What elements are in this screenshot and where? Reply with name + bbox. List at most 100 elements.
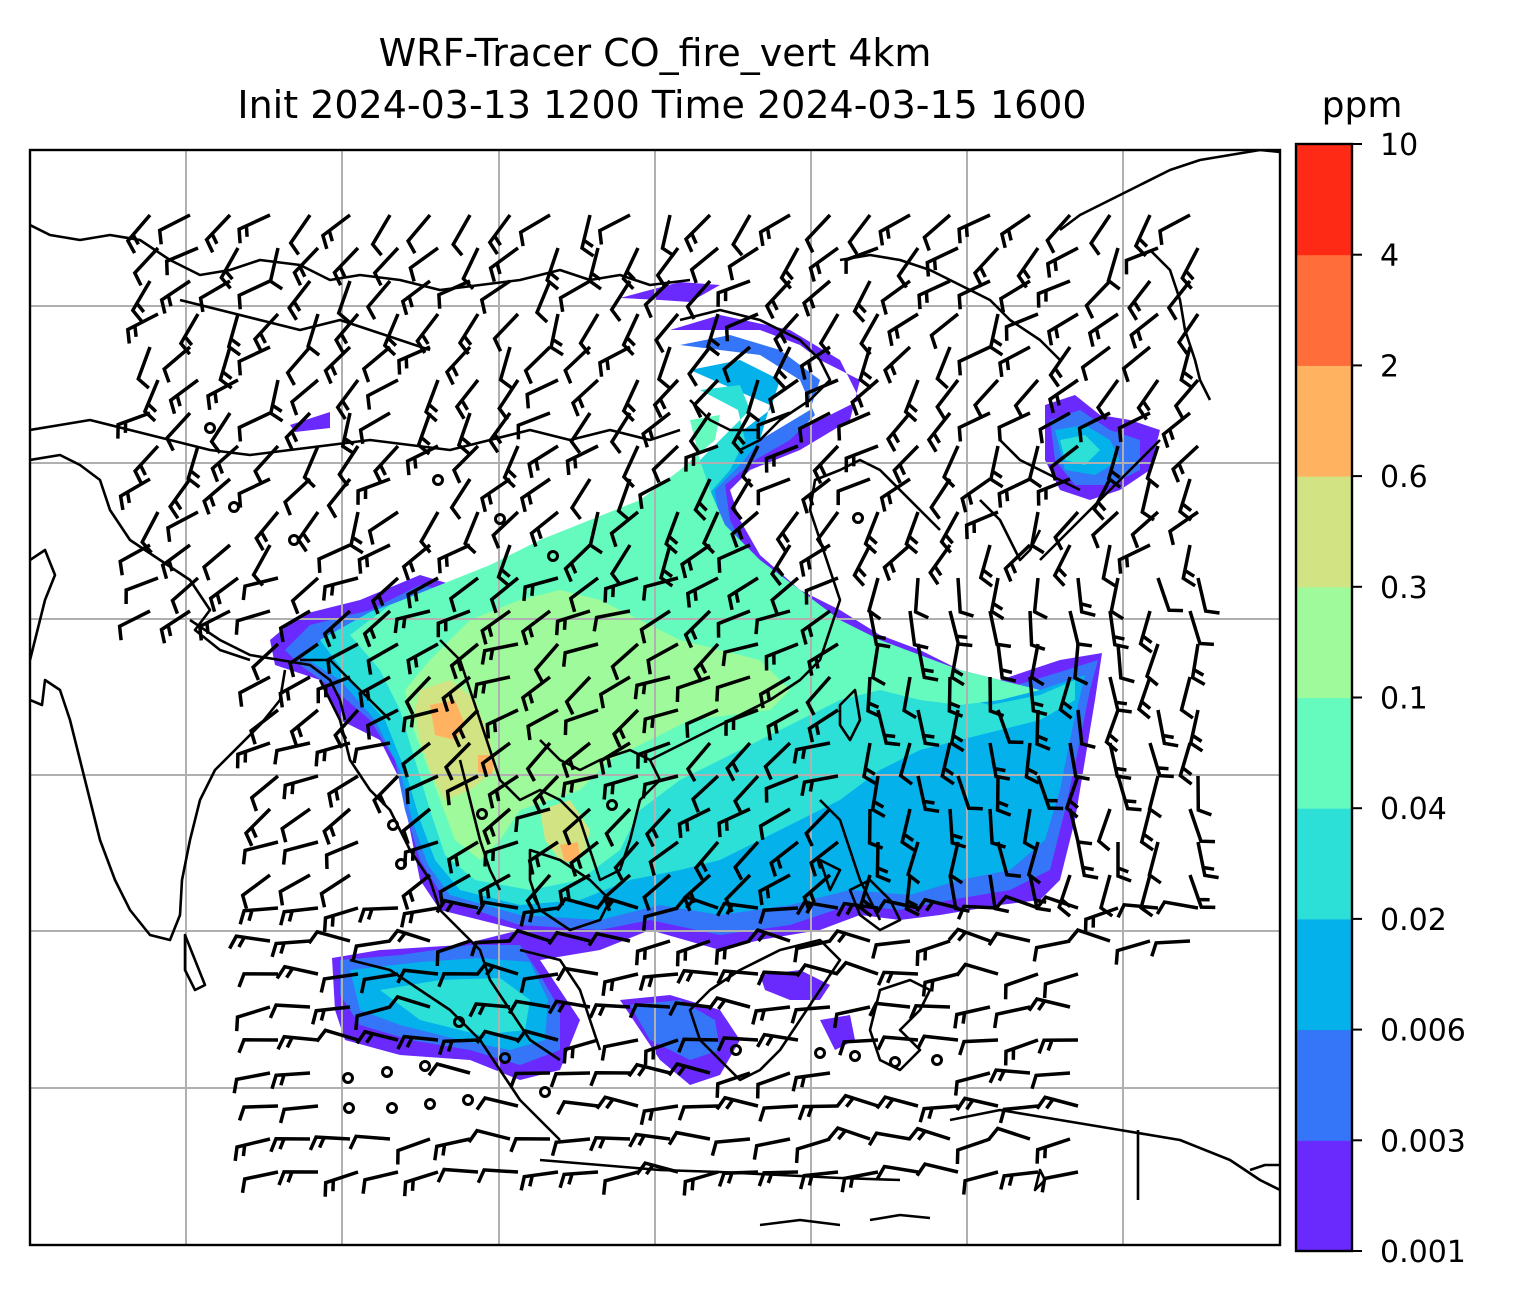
wind-barb [354,1005,391,1031]
wind-barb [488,246,520,283]
wind-barb [321,576,359,601]
wind-barb [444,741,472,781]
wind-barb [479,279,511,314]
calm-circle [889,1056,901,1068]
wind-barb [1171,444,1200,483]
wind-barb [641,906,679,931]
wind-barb [234,1005,271,1032]
wind-barb [406,576,439,609]
wind-barb [998,345,1031,378]
wind-barb [758,807,791,841]
wind-barb [562,1038,599,1064]
wind-barb [558,1170,599,1189]
colorbar-swatch [1296,697,1352,809]
wind-barb [545,247,560,291]
wind-barb [988,742,1011,781]
wind-barb [357,906,399,924]
wind-barb [1058,676,1073,720]
wind-barb [365,708,399,740]
wind-barb [289,708,320,746]
wind-barb [237,213,271,244]
colorbar-tick-label: 0.1 [1380,682,1428,717]
wind-barb [237,279,271,310]
wind-barb [362,609,392,648]
wind-barb [287,279,312,321]
wind-barb [589,1070,631,1087]
wind-barb [1003,972,1039,1000]
wind-barb [125,213,152,254]
calm-circle [547,550,559,562]
wind-barb [470,939,511,957]
wind-barb [1101,544,1117,588]
wind-barb [284,411,312,451]
wind-barb [1129,312,1160,349]
wind-barb [355,1029,399,1045]
wind-barb [164,411,192,452]
wind-barb [433,1137,471,1161]
wind-barb [683,213,712,253]
wind-barb [136,346,152,390]
wind-barb [278,675,311,708]
wind-barb [282,774,319,800]
wind-barb [935,346,952,390]
wind-barb [522,576,559,602]
wind-barb [953,1071,991,1096]
wind-barb [401,741,432,778]
wind-barb [351,939,391,961]
wind-barb [721,642,759,667]
wind-barb [802,279,832,317]
wind-barb [972,378,1000,419]
wind-barb [523,345,552,385]
wind-barb [1036,477,1071,506]
wind-barb [850,378,880,416]
wind-barb [292,246,320,286]
wind-barb [804,213,832,254]
wind-barb [1073,643,1089,686]
wind-barb [758,906,799,925]
wind-barb [359,972,399,994]
wind-barb [835,1093,879,1108]
wind-barb [1156,709,1179,748]
wind-barb [732,774,760,815]
wind-barb [1145,445,1160,489]
wind-barb [555,896,599,912]
wind-barb [633,675,671,700]
wind-barb [279,906,319,926]
wind-barb [835,960,879,976]
wind-barb [685,741,712,783]
calm-circle [494,513,506,525]
wind-barb [654,312,680,354]
wind-barb [475,961,519,976]
wind-barb [727,246,759,281]
wind-barb [915,939,951,966]
calm-circle [849,1050,861,1062]
wind-barb [1150,939,1191,957]
wind-barb [870,643,886,687]
wind-barb [998,1104,1039,1124]
wind-barb [588,1003,631,1019]
wind-barb [387,928,431,943]
wind-barb [489,576,520,614]
wind-barb [336,280,352,324]
wind-barb [561,774,599,798]
wind-barb [487,213,512,256]
wind-barb [878,213,911,246]
wind-barb [800,774,839,797]
calm-circle [432,474,444,486]
calm-circle [814,1047,826,1059]
colorbar-swatch [1296,586,1352,698]
wind-barb [1032,939,1071,962]
wind-barb [639,1104,679,1126]
wind-barb [525,741,552,782]
calm-circle [424,1098,436,1110]
wind-barb [797,1104,839,1121]
wind-barb [972,246,1000,287]
wind-barb [1024,742,1040,785]
map-frame [28,148,1282,1247]
wind-barb [228,934,271,950]
wind-barb [317,543,351,574]
wind-barb [405,213,432,255]
wind-barb [315,1028,359,1043]
wind-barb [852,544,872,587]
wind-barb [316,675,351,704]
